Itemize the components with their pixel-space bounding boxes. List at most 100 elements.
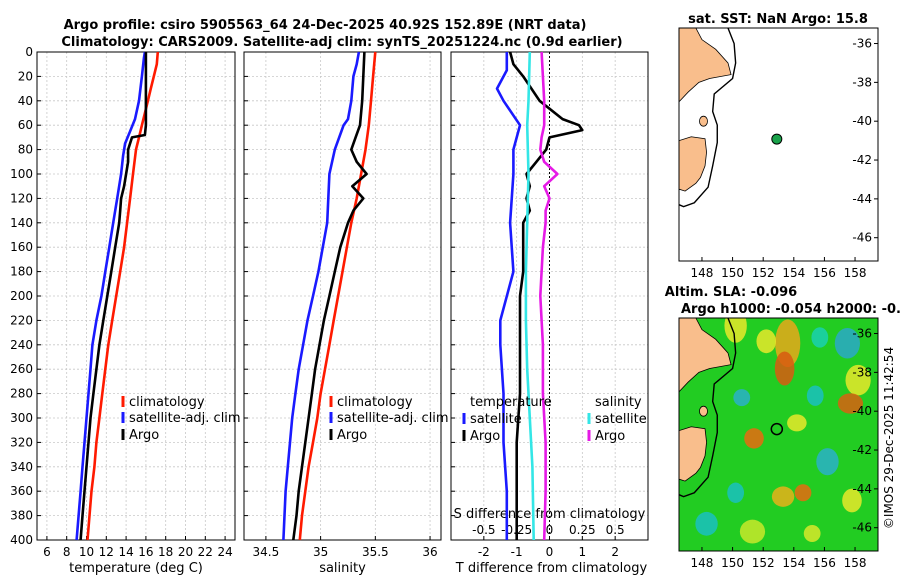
lon-tick-label: 150 — [721, 266, 744, 280]
lat-tick-label: -38 — [852, 75, 872, 89]
land-flinders-island — [699, 405, 708, 417]
lon-tick-label: 152 — [752, 266, 775, 280]
lat-tick-label: -46 — [852, 521, 872, 535]
depth-tick-label: 140 — [10, 216, 33, 230]
sla-anomaly-blob — [695, 511, 718, 536]
depth-tick-label: 340 — [10, 460, 33, 474]
legend-title-salinity: salinity — [595, 395, 642, 410]
x2-tick-label: 0.25 — [569, 523, 596, 537]
argo-position-marker — [770, 422, 784, 436]
figure-title-line1: Argo profile: csiro 5905563_64 24-Dec-20… — [64, 18, 587, 33]
depth-tick-label: 280 — [10, 387, 33, 401]
sst-map-title: sat. SST: NaN Argo: 15.8 — [688, 12, 868, 27]
x2-tick-label: -0.5 — [472, 523, 495, 537]
x-tick-label: 22 — [198, 545, 213, 559]
legend-label: satellite — [470, 412, 522, 427]
lat-tick-label: -42 — [852, 153, 872, 167]
x-tick-label: 35 — [313, 545, 328, 559]
lon-tick-label: 158 — [844, 556, 867, 570]
lat-tick-label: -40 — [852, 114, 872, 128]
depth-tick-label: 20 — [18, 69, 33, 83]
lon-tick-label: 154 — [782, 266, 805, 280]
x-tick-label: 35.5 — [362, 545, 389, 559]
legend-label: Argo — [595, 429, 625, 444]
x-axis-label: temperature (deg C) — [69, 561, 203, 576]
legend-label: satellite-adj. clim — [337, 411, 449, 426]
legend-label: satellite — [595, 412, 647, 427]
series-line-argo — [79, 52, 148, 541]
x-tick-label: 36 — [422, 545, 437, 559]
sla-anomaly-blob — [733, 389, 751, 407]
sla-anomaly-blob — [837, 393, 864, 414]
lon-tick-label: 148 — [691, 266, 714, 280]
x-tick-label: 1 — [579, 545, 587, 559]
imos-credit: ©IMOS 29-Dec-2025 11:42:54 — [882, 347, 896, 529]
sla-anomaly-blob — [834, 327, 860, 359]
land-tasmania — [679, 426, 707, 482]
lat-tick-label: -44 — [852, 192, 872, 206]
x-tick-label: 16 — [138, 545, 153, 559]
depth-tick-label: 260 — [10, 362, 33, 376]
series-line-climatology — [298, 51, 377, 541]
x-tick-label: 0 — [546, 545, 554, 559]
land-flinders-island — [699, 115, 708, 127]
depth-tick-label: 80 — [18, 143, 33, 157]
x-tick-label: 34.5 — [253, 545, 280, 559]
sla-map-panel: 148 150 152 154 156 158 -36 -38 -40 -42 -44 -46 Alti… — [665, 285, 900, 570]
x-axis-label: T difference from climatology — [455, 561, 648, 576]
sst-map-panel: 148 150 152 154 156 158 -36 -38 -40 -42 -44 -46 sat.… — [678, 12, 879, 280]
map-frame — [678, 27, 879, 262]
x-tick-label: -1 — [511, 545, 523, 559]
x-axis-label: salinity — [319, 561, 366, 576]
land-tasmania — [679, 136, 707, 192]
lon-tick-label: 156 — [813, 266, 836, 280]
sla-map-title-line1: Altim. SLA: -0.096 — [665, 285, 797, 300]
map-content — [679, 318, 878, 551]
salinity-panel: 34.5 35 35.5 36 salinity climatologysatellite… — [243, 51, 449, 576]
depth-tick-label: 100 — [10, 167, 33, 181]
depth-tick-label: 240 — [10, 338, 33, 352]
x-tick-label: 8 — [63, 545, 71, 559]
lon-tick-label: 150 — [721, 556, 744, 570]
x2-tick-label: 0.5 — [606, 523, 625, 537]
x2-tick-label: 0 — [546, 523, 554, 537]
depth-tick-label: 220 — [10, 313, 33, 327]
lat-tick-label: -40 — [852, 404, 872, 418]
lon-tick-label: 156 — [813, 556, 836, 570]
sla-anomaly-blob — [739, 519, 766, 544]
legend-title-temperature: temperature — [470, 395, 552, 410]
difference-panel: -2 -1 0 1 2 T difference from climatology S di… — [450, 51, 649, 576]
x-tick-label: 10 — [79, 545, 94, 559]
land-mainland — [679, 28, 732, 103]
x-tick-label: 12 — [99, 545, 114, 559]
temperature-panel: 0 20 40 60 80 100 120 140 160 180 200 220 240 260 280 3… — [10, 45, 241, 576]
depth-tick-label: 300 — [10, 411, 33, 425]
x-tick-label: 18 — [158, 545, 173, 559]
depth-tick-label: 360 — [10, 484, 33, 498]
x-tick-label: 14 — [118, 545, 133, 559]
legend-label: Argo — [470, 429, 500, 444]
sla-anomaly-blob — [794, 484, 812, 502]
sla-anomaly-blob — [727, 482, 745, 503]
shelf-contour — [679, 318, 737, 498]
x-tick-label: 6 — [43, 545, 51, 559]
series-line-argo — [292, 51, 368, 541]
x-tick-label: 20 — [178, 545, 193, 559]
shelf-contour — [679, 28, 737, 208]
legend-label: Argo — [129, 428, 159, 443]
depth-tick-label: 200 — [10, 289, 33, 303]
map-frame — [678, 317, 879, 552]
x-tick-label: 2 — [611, 545, 619, 559]
depth-tick-label: 380 — [10, 509, 33, 523]
sla-anomaly-blob — [774, 351, 795, 386]
legend-label: climatology — [129, 395, 205, 410]
x-tick-label: 24 — [217, 545, 232, 559]
sla-anomaly-blob — [756, 329, 777, 354]
lat-tick-label: -38 — [852, 365, 872, 379]
sla-anomaly-blob — [816, 448, 839, 476]
sla-anomaly-blob — [811, 327, 829, 348]
sla-anomaly-blob — [744, 428, 764, 449]
legend-label: Argo — [337, 428, 367, 443]
depth-tick-label: 60 — [18, 118, 33, 132]
